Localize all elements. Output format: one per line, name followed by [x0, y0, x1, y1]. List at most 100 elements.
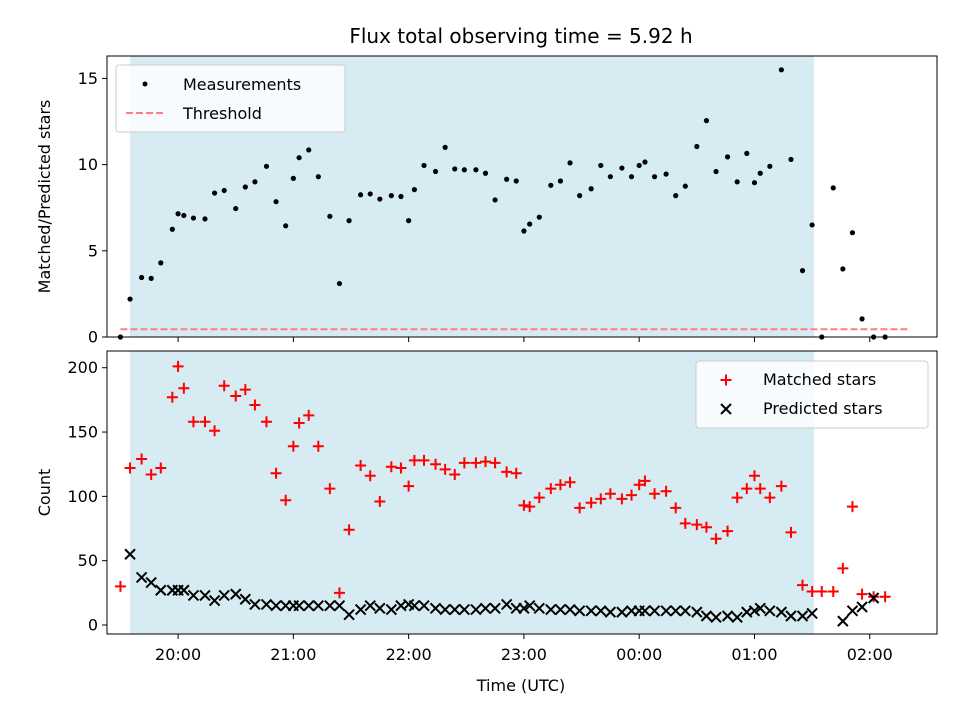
- measurements-point: [411, 187, 418, 193]
- measurements-point: [175, 211, 181, 217]
- matched-stars-point: [395, 462, 407, 474]
- top-axes-frame: [106, 55, 938, 338]
- measurements-point: [461, 167, 467, 173]
- predicted-stars-point: [303, 599, 315, 612]
- predicted-stars-point: [837, 615, 849, 627]
- top-panel: Flux total observing time = 5.92 h 0 5 10 1…: [35, 24, 938, 347]
- predicted-stars-point: [479, 602, 492, 614]
- matched-stars-point: [510, 467, 522, 479]
- predicted-stars-point: [500, 598, 513, 611]
- predicted-stars-point: [691, 606, 703, 618]
- matched-stars-point: [856, 588, 868, 600]
- legend-plus-glyph: [720, 374, 732, 386]
- measurements-point: [663, 171, 669, 177]
- x-axis-label: Time (UTC): [476, 676, 565, 695]
- x-tick-label: 23:00: [501, 645, 547, 664]
- matched-stars-point: [172, 360, 184, 372]
- measurements-point: [242, 184, 248, 190]
- measurements-point: [751, 180, 758, 186]
- matched-stars-point: [827, 586, 839, 598]
- x-tick-label: 22:00: [386, 645, 432, 664]
- measurements-point: [504, 176, 510, 182]
- measurements-point: [703, 118, 710, 124]
- measurements-point: [557, 178, 564, 184]
- measurements-point: [336, 280, 343, 287]
- matched-stars-point: [439, 463, 451, 475]
- measurements-point: [713, 168, 719, 175]
- measurements-point: [358, 192, 364, 198]
- measurements-point: [694, 143, 700, 150]
- matched-stars-point: [633, 479, 645, 491]
- predicted-stars-point: [324, 599, 336, 612]
- measurements-point: [767, 163, 773, 169]
- matched-stars-point: [209, 425, 221, 437]
- x-tick-label: 20:00: [155, 645, 201, 664]
- measurements-point: [327, 213, 333, 219]
- measurements-point: [607, 174, 613, 180]
- predicted-stars-point: [616, 606, 628, 618]
- measurements-point: [233, 205, 239, 212]
- predicted-stars-point: [199, 589, 211, 602]
- matched-stars-point: [846, 501, 858, 513]
- measurements-point: [473, 167, 479, 173]
- top-y-ticks: 0 5 10 15: [78, 69, 107, 347]
- y-tick-label: 10: [78, 155, 98, 174]
- predicted-stars-point: [604, 606, 617, 618]
- x-tick-label: 00:00: [616, 645, 662, 664]
- measurements-point: [252, 179, 258, 185]
- matched-stars-point: [585, 497, 597, 509]
- matched-stars-point: [343, 524, 355, 536]
- matched-stars-point: [145, 468, 157, 480]
- predicted-stars-point: [533, 602, 545, 614]
- matched-stars-point: [837, 562, 849, 574]
- measurements-point: [406, 218, 412, 224]
- measurements-point: [181, 212, 187, 219]
- matched-stars-point: [741, 483, 753, 495]
- matched-stars-point: [639, 475, 651, 487]
- measurements-point: [273, 199, 279, 205]
- matched-stars-point: [649, 488, 661, 500]
- predicted-stars-point: [585, 605, 597, 617]
- bottom-plot-marks: [114, 360, 891, 627]
- matched-stars-point: [270, 467, 282, 479]
- matched-stars-point: [754, 483, 766, 495]
- matched-stars-point: [187, 416, 199, 428]
- matched-stars-point: [748, 470, 760, 482]
- measurements-point: [367, 191, 373, 197]
- predicted-stars-point: [458, 603, 471, 616]
- measurements-point: [190, 215, 197, 221]
- predicted-stars-point: [145, 576, 157, 589]
- predicted-stars-point: [721, 610, 734, 622]
- predicted-stars-point: [648, 605, 661, 617]
- predicted-stars-point: [449, 603, 461, 616]
- measurements-point: [290, 175, 296, 181]
- matched-stars-point: [374, 496, 386, 508]
- measurements-point: [315, 174, 321, 180]
- predicted-stars-point: [354, 603, 367, 616]
- matched-stars-point: [249, 399, 261, 411]
- predicted-stars-point: [523, 599, 536, 612]
- predicted-stars-point: [731, 611, 743, 623]
- measurements-point: [388, 193, 394, 199]
- matched-stars-point: [312, 440, 324, 452]
- matched-stars-point: [670, 502, 682, 514]
- top-legend-box: [115, 64, 346, 133]
- predicted-stars-point: [293, 599, 305, 612]
- predicted-stars-point: [564, 603, 576, 616]
- matched-stars-point: [114, 580, 126, 592]
- measurements-point: [492, 197, 498, 203]
- predicted-stars-point: [364, 599, 376, 612]
- measurements-point: [377, 196, 383, 202]
- predicted-stars-point: [710, 611, 722, 623]
- matched-stars-point: [518, 499, 530, 511]
- legend-marker-measurements: [142, 81, 148, 87]
- y-tick-label: 200: [67, 358, 98, 377]
- measurements-point: [724, 154, 731, 160]
- measurements-point: [202, 216, 208, 222]
- predicted-stars-point: [208, 594, 221, 607]
- predicted-stars-point: [333, 599, 346, 612]
- matched-stars-point: [324, 483, 336, 495]
- matched-stars-point: [816, 586, 828, 598]
- predicted-stars-point: [764, 605, 776, 617]
- y-tick-label: 0: [88, 615, 98, 634]
